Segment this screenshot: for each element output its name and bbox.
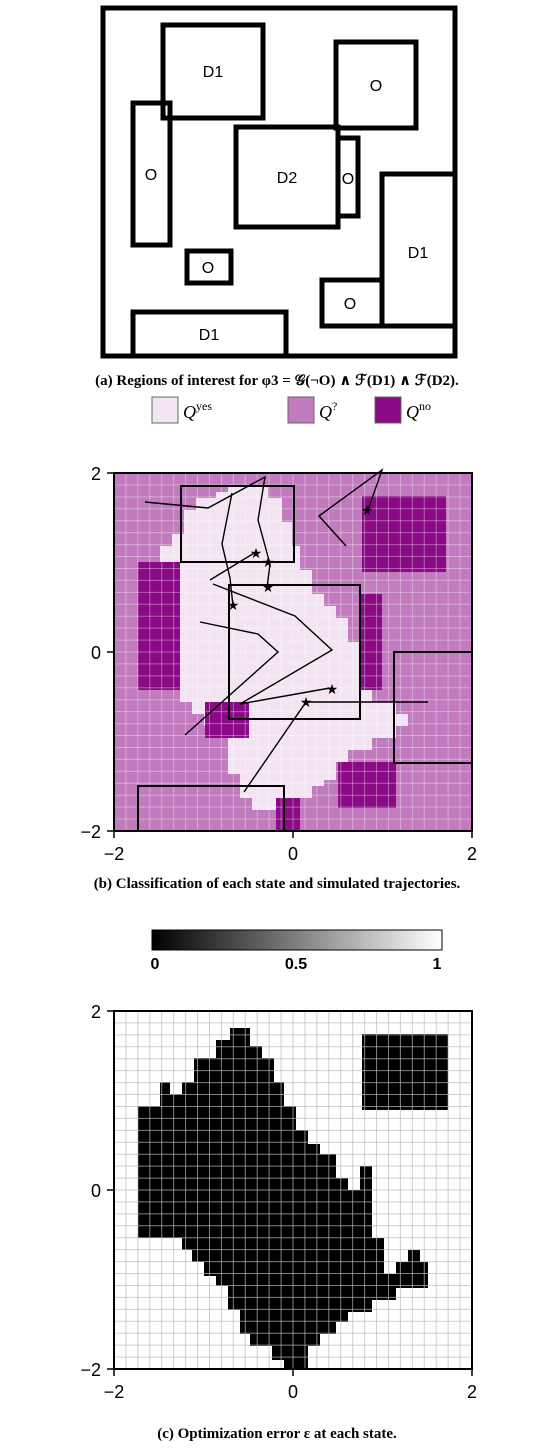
colorbar-tick-label: 0 xyxy=(151,956,160,973)
x-tick-label: 0 xyxy=(288,844,298,864)
trajectory-end-star: ★ xyxy=(300,695,313,711)
trajectory-end-star: ★ xyxy=(262,580,275,596)
x-tick-label: −2 xyxy=(104,1382,125,1402)
colorbar: 0 0.5 1 xyxy=(151,929,443,973)
region-label: D1 xyxy=(199,327,220,344)
no-region xyxy=(138,562,180,690)
error-region xyxy=(362,1034,448,1110)
region-d1-bottom xyxy=(130,309,289,359)
caption-a: (a) Regions of interest for φ3 = 𝒢(¬O) ∧… xyxy=(95,373,459,389)
trajectory-line xyxy=(243,701,428,793)
region-o-top-right xyxy=(333,39,419,131)
legend-label-yes: Qyes xyxy=(183,399,212,422)
region-label: D2 xyxy=(277,170,298,187)
caption-c: (c) Optimization error ε at each state. xyxy=(157,1426,397,1442)
y-tick-label: 2 xyxy=(91,1002,101,1022)
legend-swatch-maybe xyxy=(287,396,315,424)
y-tick-label: −2 xyxy=(80,822,101,842)
region-label: O xyxy=(370,78,382,95)
x-tick-label: 2 xyxy=(467,1382,477,1402)
no-region xyxy=(360,594,382,690)
trajectory-end-star: ★ xyxy=(250,546,263,562)
x-tick-label: −2 xyxy=(104,844,125,864)
region-d1-right xyxy=(379,171,458,329)
y-tick-label: 0 xyxy=(91,1181,101,1201)
no-region xyxy=(276,798,300,831)
trajectories xyxy=(144,468,428,793)
trajectory-ends: ★ ★ ★ ★ ★ ★ ★ xyxy=(227,503,374,711)
error-region xyxy=(138,1028,428,1369)
y-tick-label: −2 xyxy=(80,1360,101,1380)
axis-ticks-c xyxy=(107,1010,473,1376)
axis-ticks-b xyxy=(107,472,473,838)
trajectory-end-star: ★ xyxy=(326,682,339,698)
region-label: D1 xyxy=(203,64,224,81)
region-o-left xyxy=(130,100,173,248)
legend-swatch-no xyxy=(374,396,402,424)
region-o-narrow xyxy=(335,135,361,219)
region-outline xyxy=(180,485,295,563)
trajectory-line xyxy=(221,492,234,607)
legend-label-no: Qno xyxy=(406,399,431,422)
caption-b: (b) Classification of each state and sim… xyxy=(93,876,461,892)
error-plot: −2 0 2 2 0 −2 xyxy=(80,1002,477,1402)
region-label: O xyxy=(342,171,354,188)
trajectory-line xyxy=(317,468,384,547)
colorbar-gradient xyxy=(151,929,443,951)
trajectory-line xyxy=(212,583,334,705)
no-region xyxy=(338,762,396,808)
legend-swatch-yes xyxy=(151,396,179,424)
region-label: O xyxy=(202,260,214,277)
grid-c xyxy=(114,1011,472,1369)
x-tick-label: 0 xyxy=(288,1382,298,1402)
region-o-bottom xyxy=(319,277,385,329)
region-label: O xyxy=(344,296,356,313)
no-region xyxy=(362,496,446,572)
trajectory-end-star: ★ xyxy=(262,555,275,571)
panel-a-map xyxy=(100,5,458,359)
classification-plot: ★ ★ ★ ★ ★ ★ ★ −2 0 2 2 0 −2 xyxy=(80,464,477,864)
trajectory-end-star: ★ xyxy=(361,503,374,519)
trajectory-line xyxy=(184,621,280,736)
trajectory-line xyxy=(144,475,271,589)
x-tick-label: 2 xyxy=(467,844,477,864)
colorbar-tick-label: 0.5 xyxy=(285,956,307,973)
colorbar-tick-label: 1 xyxy=(433,956,442,973)
legend: Qyes Q? Qno xyxy=(151,396,431,424)
region-d1-top xyxy=(160,22,266,121)
trajectory-line xyxy=(209,551,257,581)
y-tick-label: 2 xyxy=(91,464,101,484)
region-label: D1 xyxy=(408,245,429,262)
y-tick-label: 0 xyxy=(91,643,101,663)
legend-label-maybe: Q? xyxy=(319,399,337,422)
panel-a-labels: D1 O O D2 O D1 O O D1 xyxy=(145,64,429,344)
region-o-small xyxy=(184,248,234,286)
region-label: O xyxy=(145,167,157,184)
trajectory-end-star: ★ xyxy=(227,598,240,614)
